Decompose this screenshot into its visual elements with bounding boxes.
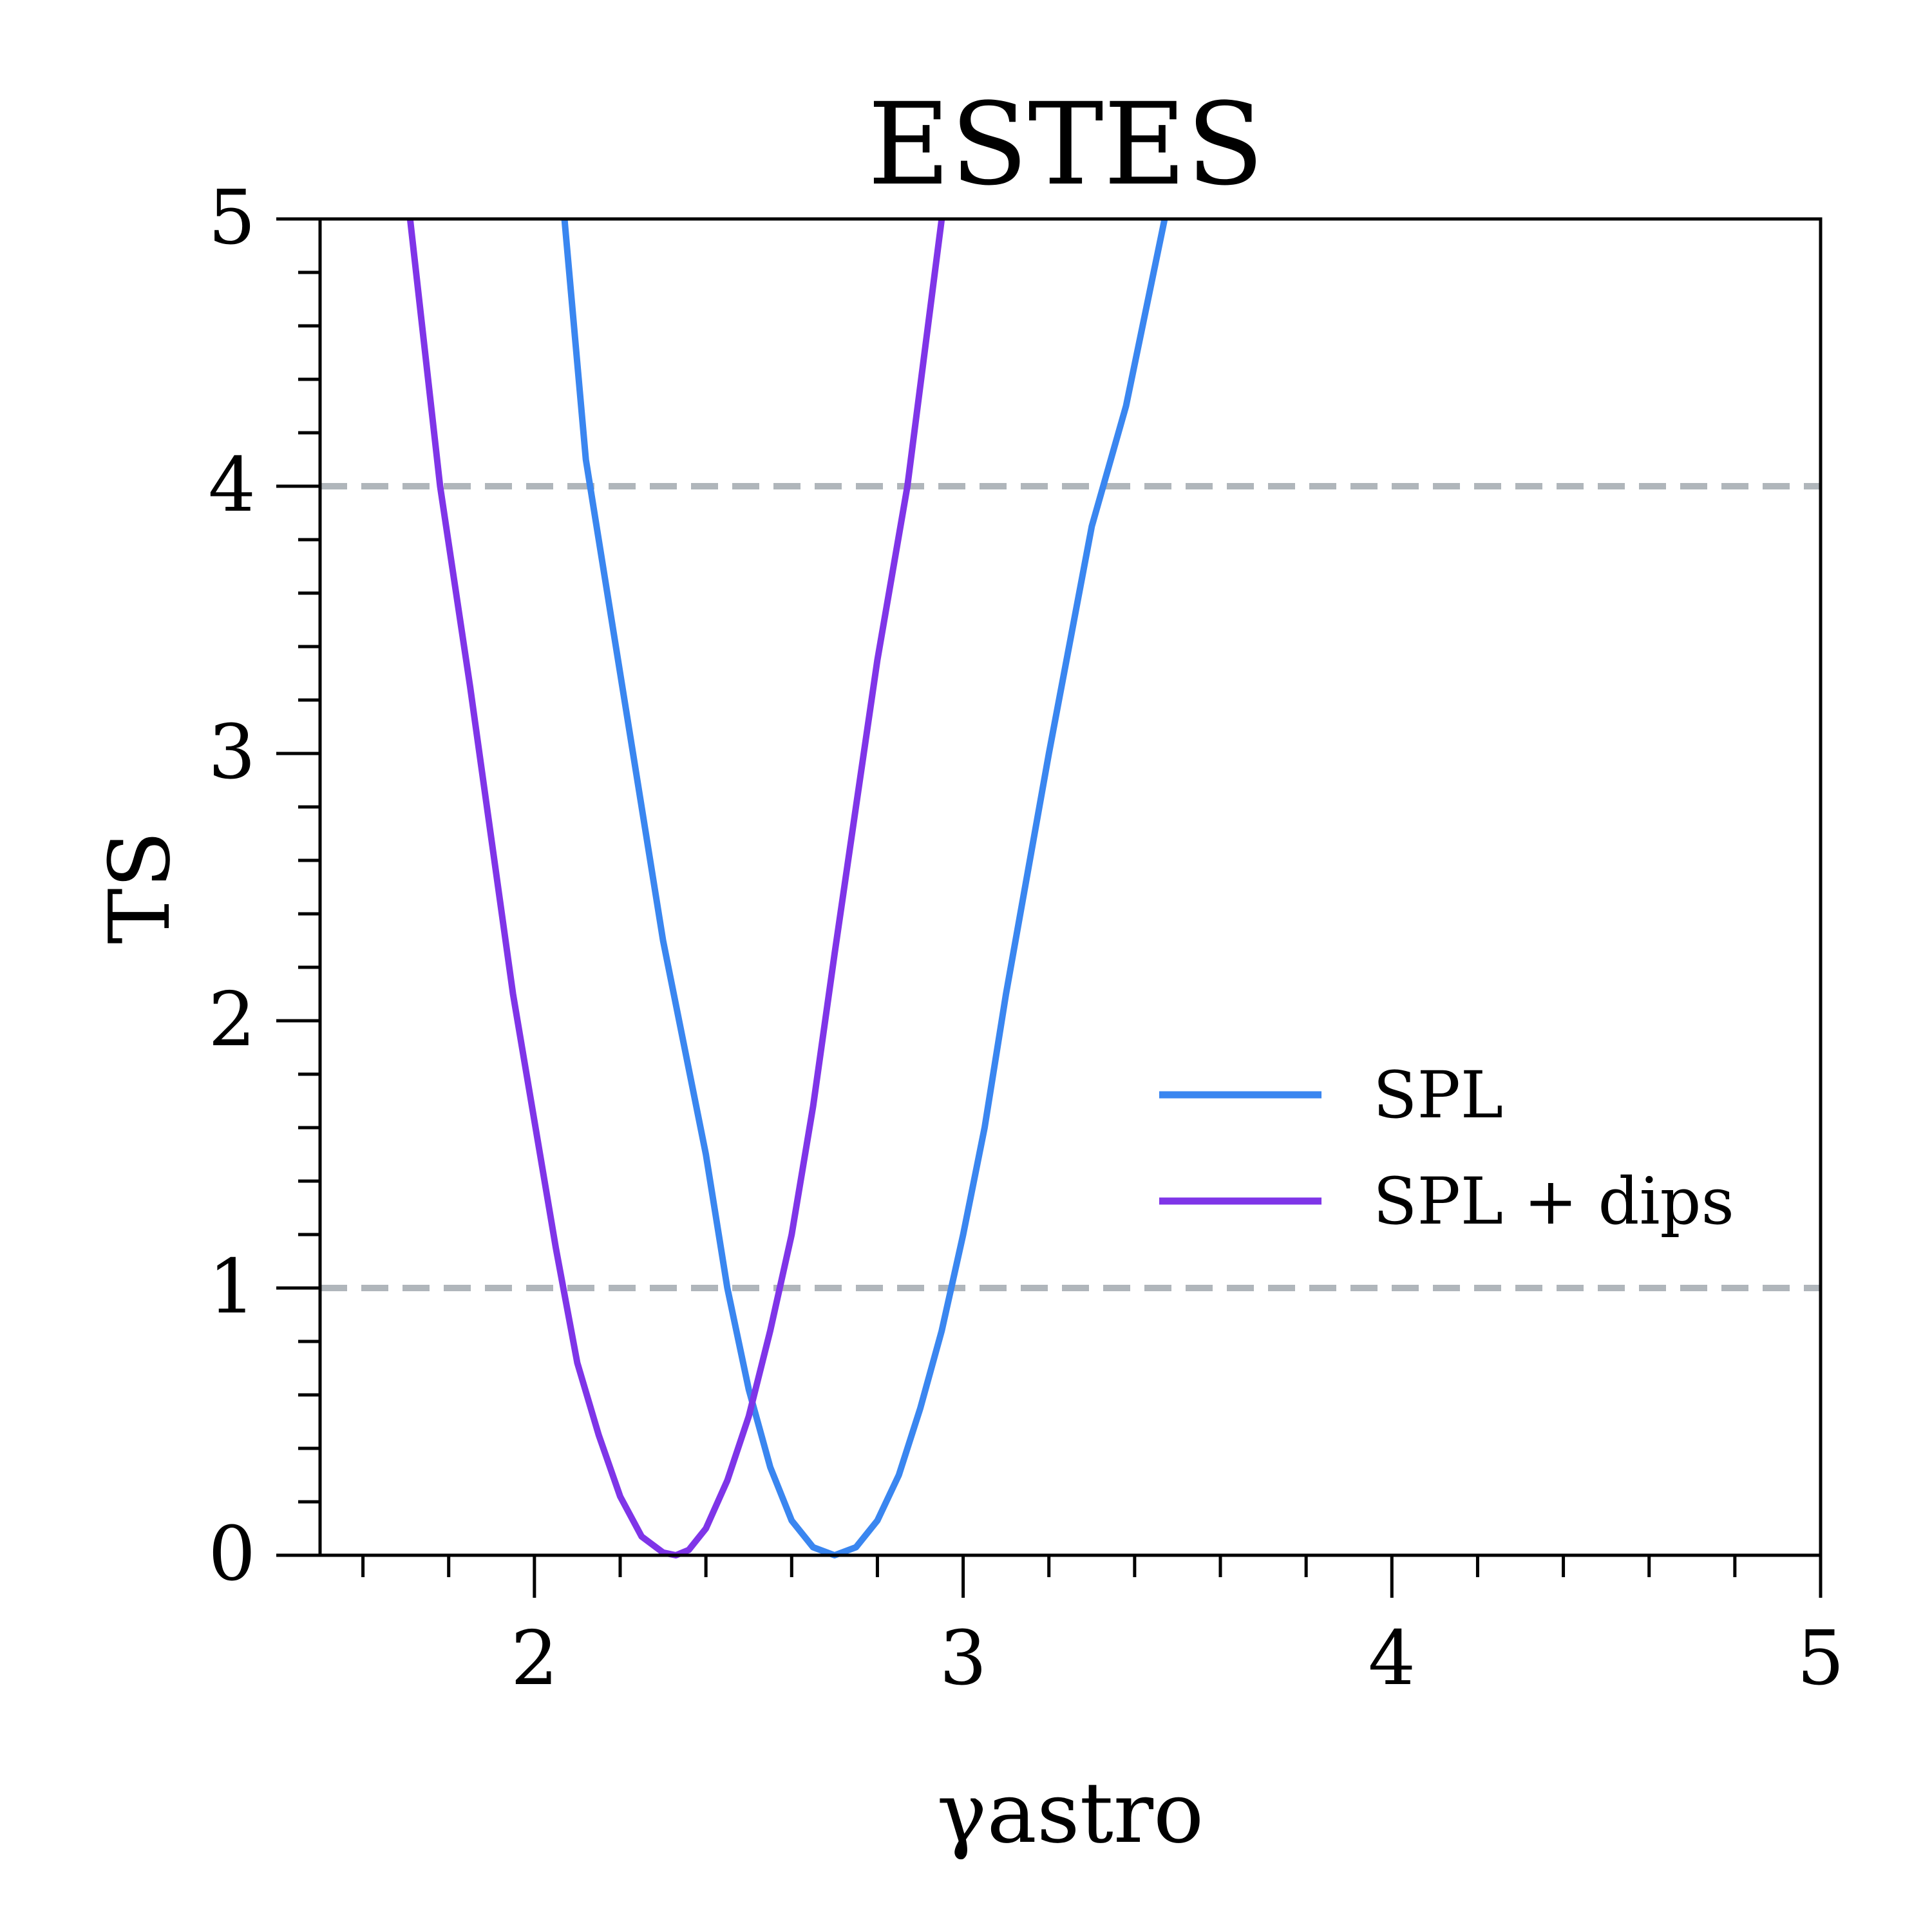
series-line-1	[406, 218, 945, 1558]
x-tick-label: 2	[511, 1615, 558, 1702]
chart-title: ESTES	[867, 79, 1264, 211]
x-axis-label: γastro	[937, 1764, 1204, 1862]
y-tick-label: 1	[208, 1244, 256, 1331]
y-tick-label: 4	[208, 442, 256, 529]
y-tick-label: 5	[208, 175, 256, 261]
legend-label-spl: SPL	[1373, 1057, 1503, 1133]
legend-label-spl-dips: SPL + dips	[1373, 1164, 1734, 1239]
y-tick-label: 0	[208, 1511, 256, 1598]
plot-frame	[318, 217, 1823, 1557]
x-tick-label: 4	[1368, 1615, 1416, 1702]
reference-lines	[320, 483, 1821, 1291]
legend: SPL SPL + dips	[1159, 1057, 1734, 1239]
series-line-0	[561, 218, 1168, 1558]
y-tick-label: 2	[208, 976, 256, 1063]
y-axis-label: TS	[91, 831, 189, 944]
y-tick-label: 3	[208, 709, 256, 796]
plot-series	[406, 218, 1168, 1558]
axis-ticks: 0 1 2 3 4 5 2 3 4 5	[208, 175, 1844, 1702]
x-tick-label: 5	[1797, 1615, 1844, 1702]
x-tick-label: 3	[940, 1615, 987, 1702]
